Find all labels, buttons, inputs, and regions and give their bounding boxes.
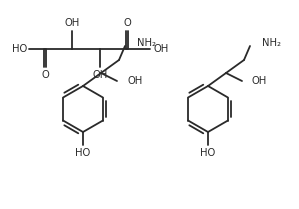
Text: HO: HO (200, 148, 216, 158)
Text: HO: HO (12, 44, 28, 54)
Text: OH: OH (153, 44, 169, 54)
Text: O: O (123, 18, 131, 28)
Text: O: O (41, 70, 49, 80)
Text: OH: OH (252, 76, 267, 86)
Text: NH₂: NH₂ (137, 38, 156, 48)
Text: HO: HO (75, 148, 91, 158)
Text: NH₂: NH₂ (262, 38, 281, 48)
Text: OH: OH (64, 18, 80, 28)
Text: OH: OH (92, 70, 108, 80)
Text: OH: OH (127, 76, 142, 86)
